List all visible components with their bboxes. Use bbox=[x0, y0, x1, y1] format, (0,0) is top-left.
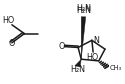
Text: CH₃: CH₃ bbox=[109, 65, 121, 71]
Text: H₂N: H₂N bbox=[78, 6, 92, 15]
Text: HO: HO bbox=[86, 53, 99, 62]
Text: O: O bbox=[58, 42, 64, 51]
Polygon shape bbox=[75, 59, 81, 67]
Text: H₂N: H₂N bbox=[76, 4, 91, 13]
Text: H₂N: H₂N bbox=[70, 65, 85, 74]
Text: CH₃: CH₃ bbox=[109, 65, 122, 71]
Text: O: O bbox=[8, 39, 14, 48]
Polygon shape bbox=[81, 17, 86, 59]
Text: N: N bbox=[93, 36, 99, 45]
Text: HO: HO bbox=[3, 16, 15, 25]
Text: H₂N: H₂N bbox=[76, 6, 91, 15]
